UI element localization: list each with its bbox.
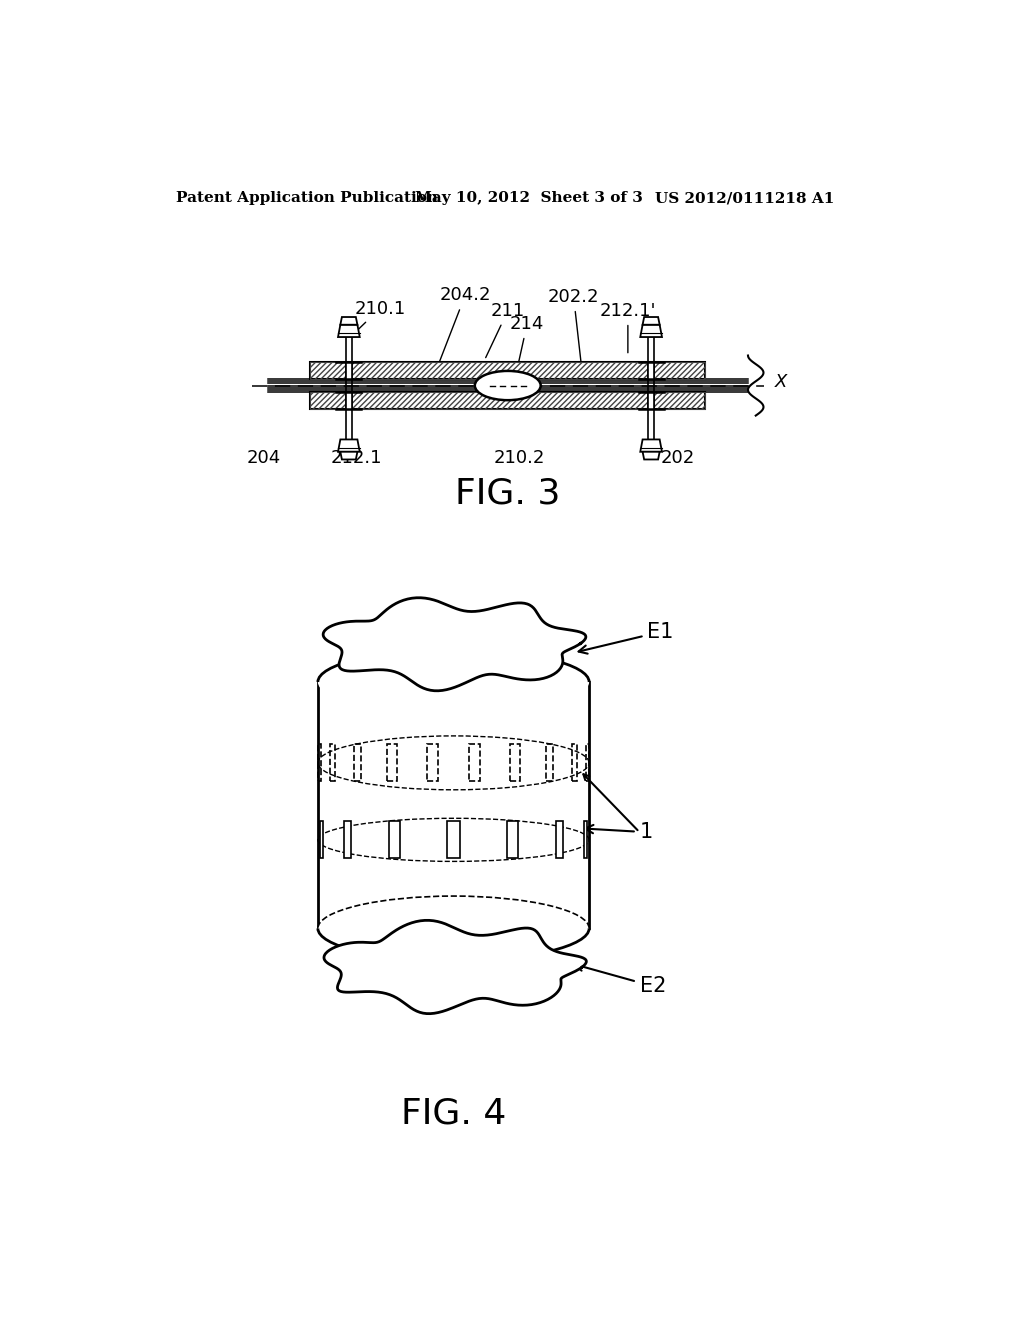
Polygon shape (507, 821, 518, 858)
Text: E1: E1 (579, 622, 674, 653)
Polygon shape (447, 821, 460, 858)
Polygon shape (556, 821, 562, 858)
Polygon shape (310, 392, 706, 409)
Polygon shape (338, 325, 359, 337)
Polygon shape (319, 821, 323, 858)
Polygon shape (340, 451, 357, 459)
Polygon shape (346, 362, 352, 379)
Text: 210.1: 210.1 (354, 300, 406, 333)
Text: X: X (775, 372, 787, 391)
Text: 204: 204 (247, 449, 281, 467)
Ellipse shape (475, 371, 541, 400)
Polygon shape (643, 451, 659, 459)
Text: 210.2: 210.2 (494, 449, 545, 467)
Text: 212.1: 212.1 (331, 449, 382, 467)
Polygon shape (640, 325, 662, 337)
Text: 214: 214 (510, 315, 545, 374)
Polygon shape (324, 920, 587, 1014)
Text: Patent Application Publication: Patent Application Publication (176, 191, 438, 206)
Text: 204.2: 204.2 (439, 286, 490, 363)
Polygon shape (310, 362, 706, 379)
Polygon shape (584, 821, 588, 858)
Polygon shape (324, 598, 586, 690)
Text: FIG. 3: FIG. 3 (455, 477, 560, 511)
Text: FIG. 4: FIG. 4 (400, 1096, 506, 1130)
Polygon shape (648, 392, 654, 409)
Text: E2: E2 (574, 962, 666, 997)
Ellipse shape (317, 649, 589, 714)
Text: 211: 211 (485, 302, 525, 358)
Polygon shape (643, 317, 659, 325)
Polygon shape (640, 440, 662, 451)
Text: 1: 1 (585, 822, 652, 842)
Polygon shape (389, 821, 400, 858)
Ellipse shape (317, 896, 589, 961)
Polygon shape (340, 317, 357, 325)
Polygon shape (344, 821, 350, 858)
Polygon shape (346, 392, 352, 409)
Text: May 10, 2012  Sheet 3 of 3: May 10, 2012 Sheet 3 of 3 (415, 191, 643, 206)
Polygon shape (648, 362, 654, 379)
Text: US 2012/0111218 A1: US 2012/0111218 A1 (655, 191, 835, 206)
Text: 202.2: 202.2 (548, 288, 599, 363)
Polygon shape (338, 440, 359, 451)
Text: 202: 202 (662, 449, 695, 467)
Text: 212.1': 212.1' (600, 302, 656, 352)
